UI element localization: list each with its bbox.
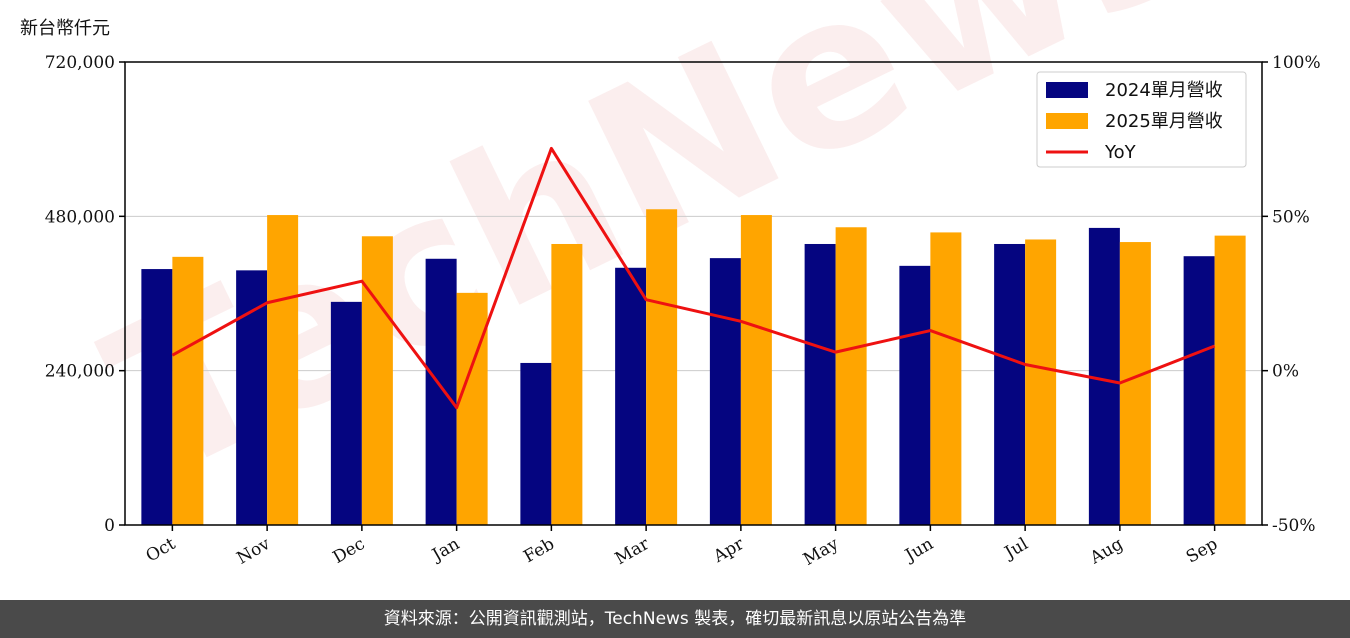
x-tick-label-may: May: [800, 534, 843, 570]
bar-2024-nov: [236, 270, 268, 525]
bar-2024-dec: [330, 301, 362, 525]
bar-2024-jun: [899, 265, 931, 525]
source-footer: 資料來源：公開資訊觀測站，TechNews 製表，確切最新訊息以原站公告為準: [0, 600, 1350, 638]
right-tick-label: 50%: [1272, 207, 1310, 227]
bar-2024-apr: [709, 258, 741, 525]
chart: TechNews 0240,000480,000720,000-50%0%50%…: [45, 0, 1321, 570]
bar-2024-jan: [425, 258, 457, 525]
bar-2024-mar: [615, 267, 647, 525]
legend-swatch-1: [1046, 82, 1088, 98]
right-tick-label: 0%: [1272, 362, 1299, 382]
legend-swatch-2: [1046, 113, 1088, 129]
bar-2024-oct: [141, 269, 173, 525]
legend-label-3: YoY: [1104, 142, 1137, 163]
bar-2025-sep: [1214, 235, 1246, 525]
bar-2024-feb: [520, 362, 552, 525]
x-tick-label-mar: Mar: [612, 534, 654, 570]
bar-2025-may: [835, 227, 867, 526]
legend-label-1: 2024單月營收: [1105, 80, 1223, 101]
x-tick-label-apr: Apr: [709, 534, 748, 568]
yoy-line: [171, 146, 1216, 410]
bar-2025-feb: [551, 243, 583, 525]
bar-2024-sep: [1183, 256, 1215, 525]
bar-2025-jul: [1025, 239, 1057, 525]
x-tick-label-jun: Jun: [900, 534, 937, 567]
left-tick-label: 720,000: [45, 53, 115, 73]
bar-2025-oct: [172, 256, 204, 525]
plot-frame: [124, 61, 1263, 526]
left-tick-label: 240,000: [45, 362, 115, 382]
bar-2025-jan: [456, 292, 488, 525]
grid-lines: [125, 215, 1262, 372]
left-tick-label: 0: [104, 516, 115, 536]
x-tick-label-jan: Jan: [427, 534, 463, 566]
x-tick-label-sep: Sep: [1183, 534, 1221, 568]
legend: 2024單月營收 2025單月營收 YoY: [1036, 71, 1247, 168]
bar-2025-mar: [646, 209, 678, 526]
legend-box: [1036, 71, 1247, 168]
unit-label: 新台幣仟元: [20, 18, 110, 39]
bar-2025-dec: [361, 236, 393, 525]
bar-2025-jun: [930, 232, 962, 525]
x-tick-label-jul: Jul: [1000, 534, 1032, 564]
x-tick-label-feb: Feb: [520, 534, 558, 567]
bar-2024-jul: [994, 243, 1026, 525]
left-tick-label: 480,000: [45, 207, 115, 227]
bar-2025-nov: [267, 215, 299, 525]
x-tick-label-oct: Oct: [143, 534, 179, 567]
right-tick-label: -50%: [1272, 516, 1316, 536]
legend-label-2: 2025單月營收: [1105, 111, 1223, 132]
bar-2025-aug: [1119, 242, 1151, 526]
yoy-line-layer: [171, 146, 1216, 410]
bar-2024-may: [804, 243, 836, 525]
bar-2025-apr: [740, 215, 772, 525]
right-tick-label: 100%: [1272, 53, 1321, 73]
x-tick-label-aug: Aug: [1086, 534, 1127, 569]
x-tick-label-dec: Dec: [330, 534, 369, 568]
x-tick-label-nov: Nov: [234, 534, 274, 569]
